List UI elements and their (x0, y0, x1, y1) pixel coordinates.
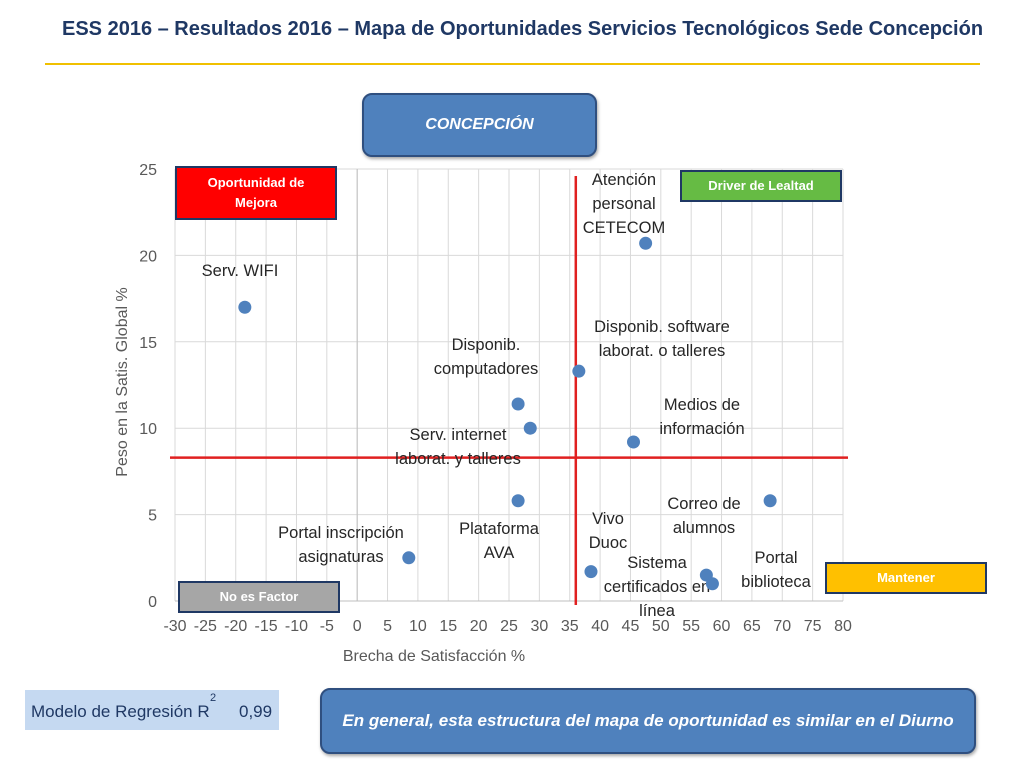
data-label-line: computadores (434, 360, 539, 378)
x-tick-label: 35 (561, 618, 579, 635)
x-tick-label: 75 (804, 618, 822, 635)
regression-box: Modelo de Regresión R 2 0,99 (25, 690, 279, 730)
data-label-line: biblioteca (741, 573, 812, 591)
x-tick-label: -20 (224, 618, 247, 635)
data-label: Vivo Duoc (589, 510, 628, 552)
x-tick-label: 60 (713, 618, 731, 635)
data-point (584, 565, 598, 579)
x-tick-label: 45 (622, 618, 640, 635)
y-tick-label: 0 (148, 594, 157, 611)
data-label: Disponib. computadores (434, 336, 539, 378)
data-point (763, 494, 777, 508)
data-label: Plataforma AVA (459, 520, 540, 562)
data-label-line: Serv. internet (410, 426, 507, 444)
x-tick-label: 15 (439, 618, 457, 635)
data-label-line: alumnos (673, 519, 735, 537)
x-tick-label: 30 (530, 618, 548, 635)
data-label-line: Medios de (664, 396, 740, 414)
x-tick-label: -25 (194, 618, 217, 635)
data-label-line: información (659, 420, 744, 438)
x-tick-label: -15 (255, 618, 278, 635)
regression-label: Modelo de Regresión R (31, 702, 210, 721)
data-label-line: laborat. o talleres (599, 342, 726, 360)
regression-value: 0,99 (239, 702, 273, 721)
quadrant-opportunity-label: Oportunidad de Mejora (175, 166, 337, 220)
data-point (238, 300, 252, 314)
data-label-line: Sistema (627, 554, 687, 572)
data-point (572, 364, 586, 378)
data-label-line: Portal (754, 549, 797, 567)
data-label-line: línea (639, 602, 676, 620)
data-point (639, 236, 653, 250)
x-tick-label: 0 (353, 618, 362, 635)
x-tick-label: 55 (682, 618, 700, 635)
data-label: Disponib. software laborat. o talleres (594, 318, 730, 360)
data-point (511, 397, 525, 411)
data-label-line: Plataforma (459, 520, 540, 538)
data-label-line: personal (592, 195, 655, 213)
data-label-line: Disponib. software (594, 318, 730, 336)
data-label: Atención personal CETECOM (583, 171, 666, 237)
region-label-box: CONCEPCIÓN (362, 93, 597, 157)
data-label: Medios de información (659, 396, 744, 438)
data-label: Correo de alumnos (667, 495, 740, 537)
data-point (511, 494, 525, 508)
data-label-line: certificados en (604, 578, 710, 596)
data-label: Sistema certificados en línea (604, 554, 710, 620)
x-tick-label: 5 (383, 618, 392, 635)
data-label-line: Serv. WIFI (202, 262, 279, 280)
data-label-line: Disponib. (452, 336, 521, 354)
quadrant-loyalty-label: Driver de Lealtad (680, 170, 842, 202)
x-tick-label: 20 (470, 618, 488, 635)
quadrant-no-factor-label: No es Factor (178, 581, 340, 613)
data-label-line: CETECOM (583, 219, 666, 237)
data-point (523, 421, 537, 435)
data-label: Serv. WIFI (202, 262, 279, 280)
data-point (402, 551, 416, 565)
y-tick-label: 15 (139, 335, 157, 352)
x-axis-title: Brecha de Satisfacción % (343, 648, 525, 665)
data-label: Portal inscripción asignaturas (278, 524, 404, 566)
data-label-line: Atención (592, 171, 656, 189)
y-axis-title: Peso en la Satis. Global % (114, 287, 131, 476)
quadrant-maintain-label: Mantener (825, 562, 987, 594)
y-tick-label: 25 (139, 162, 157, 179)
data-point (626, 435, 640, 449)
data-label-line: AVA (484, 544, 515, 562)
data-label-line: asignaturas (298, 548, 383, 566)
x-tick-label: -10 (285, 618, 308, 635)
title-divider (45, 63, 980, 65)
x-tick-label: 10 (409, 618, 427, 635)
data-label: Portal biblioteca (741, 549, 812, 591)
x-tick-label: 65 (743, 618, 761, 635)
y-tick-label: 10 (139, 421, 157, 438)
x-tick-label: 80 (834, 618, 852, 635)
footer-note-box: En general, esta estructura del mapa de … (320, 688, 976, 754)
regression-superscript: 2 (210, 692, 217, 704)
data-label-line: Correo de (667, 495, 740, 513)
data-label-line: Vivo (592, 510, 624, 528)
page-title: ESS 2016 – Resultados 2016 – Mapa de Opo… (62, 18, 984, 40)
data-label-line: Duoc (589, 534, 628, 552)
footer-note: En general, esta estructura del mapa de … (342, 711, 954, 730)
region-label: CONCEPCIÓN (425, 116, 534, 133)
data-label-line: Portal inscripción (278, 524, 404, 542)
x-tick-label: 40 (591, 618, 609, 635)
x-tick-label: -5 (320, 618, 334, 635)
data-label: Serv. internet laborat. y talleres (395, 426, 521, 468)
x-tick-label: 50 (652, 618, 670, 635)
data-point (705, 577, 719, 591)
x-tick-label: 70 (773, 618, 791, 635)
x-tick-label: 25 (500, 618, 518, 635)
data-label-line: laborat. y talleres (395, 450, 521, 468)
x-tick-label: -30 (163, 618, 186, 635)
y-tick-label: 5 (148, 508, 157, 525)
y-tick-label: 20 (139, 248, 157, 265)
